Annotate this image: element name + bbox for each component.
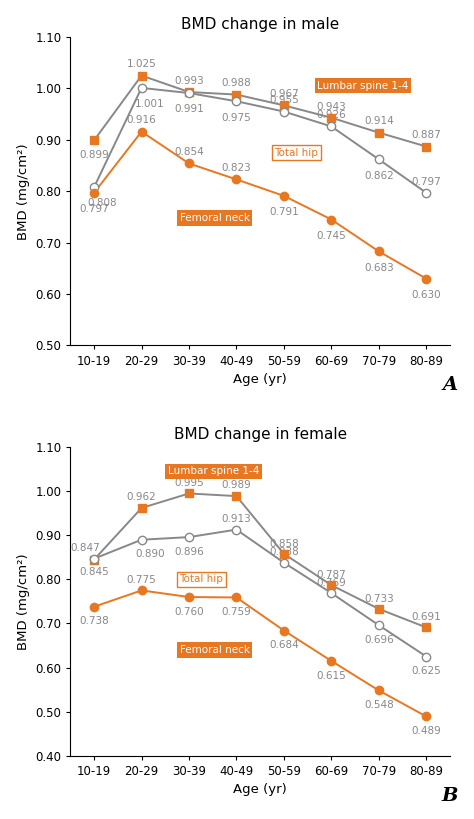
Text: 0.745: 0.745 [317,231,346,241]
Y-axis label: BMD (mg/cm²): BMD (mg/cm²) [17,553,30,649]
Text: 0.791: 0.791 [269,207,299,217]
Text: 0.787: 0.787 [317,570,346,580]
Text: Lumbar spine 1-4: Lumbar spine 1-4 [168,467,259,477]
Text: 0.989: 0.989 [221,481,251,491]
Text: 0.914: 0.914 [364,116,394,126]
Text: 0.625: 0.625 [411,666,441,676]
Text: 0.943: 0.943 [317,102,346,111]
Text: 0.691: 0.691 [411,612,441,622]
Text: 0.887: 0.887 [411,130,441,140]
Y-axis label: BMD (mg/cm²): BMD (mg/cm²) [17,143,30,239]
Text: 0.854: 0.854 [174,147,204,157]
Text: 0.967: 0.967 [269,89,299,99]
Text: Total hip: Total hip [180,574,223,585]
Text: 0.769: 0.769 [317,577,346,588]
Text: 0.988: 0.988 [221,78,251,88]
Text: B: B [441,786,457,804]
Text: 1.025: 1.025 [127,59,156,69]
Text: 1.001: 1.001 [135,99,165,109]
Text: 0.896: 0.896 [174,547,204,557]
Text: 0.995: 0.995 [174,477,204,488]
Text: 0.797: 0.797 [411,177,441,187]
Text: 0.845: 0.845 [79,568,109,577]
Text: 0.926: 0.926 [317,111,346,120]
Text: 0.696: 0.696 [364,635,394,645]
Text: 0.823: 0.823 [221,163,251,174]
X-axis label: Age (yr): Age (yr) [233,373,287,386]
Text: Lumbar spine 1-4: Lumbar spine 1-4 [317,81,409,91]
Text: 0.847: 0.847 [71,543,100,553]
Text: 0.760: 0.760 [174,607,204,617]
Text: 0.899: 0.899 [79,150,109,160]
Text: 0.962: 0.962 [127,492,156,502]
Text: 0.684: 0.684 [269,640,299,650]
Text: 0.759: 0.759 [221,607,251,618]
Title: BMD change in male: BMD change in male [181,16,339,32]
X-axis label: Age (yr): Age (yr) [233,783,287,796]
Text: 0.808: 0.808 [88,198,118,208]
Title: BMD change in female: BMD change in female [173,427,347,442]
Text: 0.733: 0.733 [364,594,394,604]
Text: 0.838: 0.838 [269,547,299,558]
Text: 0.630: 0.630 [411,290,441,300]
Text: 0.890: 0.890 [135,550,165,559]
Text: 0.797: 0.797 [79,204,109,214]
Text: A: A [442,376,457,394]
Text: 0.993: 0.993 [174,76,204,86]
Text: 0.913: 0.913 [221,514,251,524]
Text: 0.975: 0.975 [221,112,251,123]
Text: 0.615: 0.615 [317,671,346,681]
Text: Total hip: Total hip [274,147,319,158]
Text: 0.489: 0.489 [411,726,441,736]
Text: 0.916: 0.916 [127,115,156,125]
Text: 0.955: 0.955 [269,95,299,106]
Text: Femoral neck: Femoral neck [180,645,249,655]
Text: 0.548: 0.548 [364,700,394,710]
Text: 0.991: 0.991 [174,104,204,115]
Text: 0.683: 0.683 [364,263,394,273]
Text: 0.862: 0.862 [364,170,394,181]
Text: 0.775: 0.775 [127,575,156,585]
Text: 0.738: 0.738 [79,617,109,627]
Text: 0.858: 0.858 [269,539,299,549]
Text: Femoral neck: Femoral neck [180,213,249,223]
